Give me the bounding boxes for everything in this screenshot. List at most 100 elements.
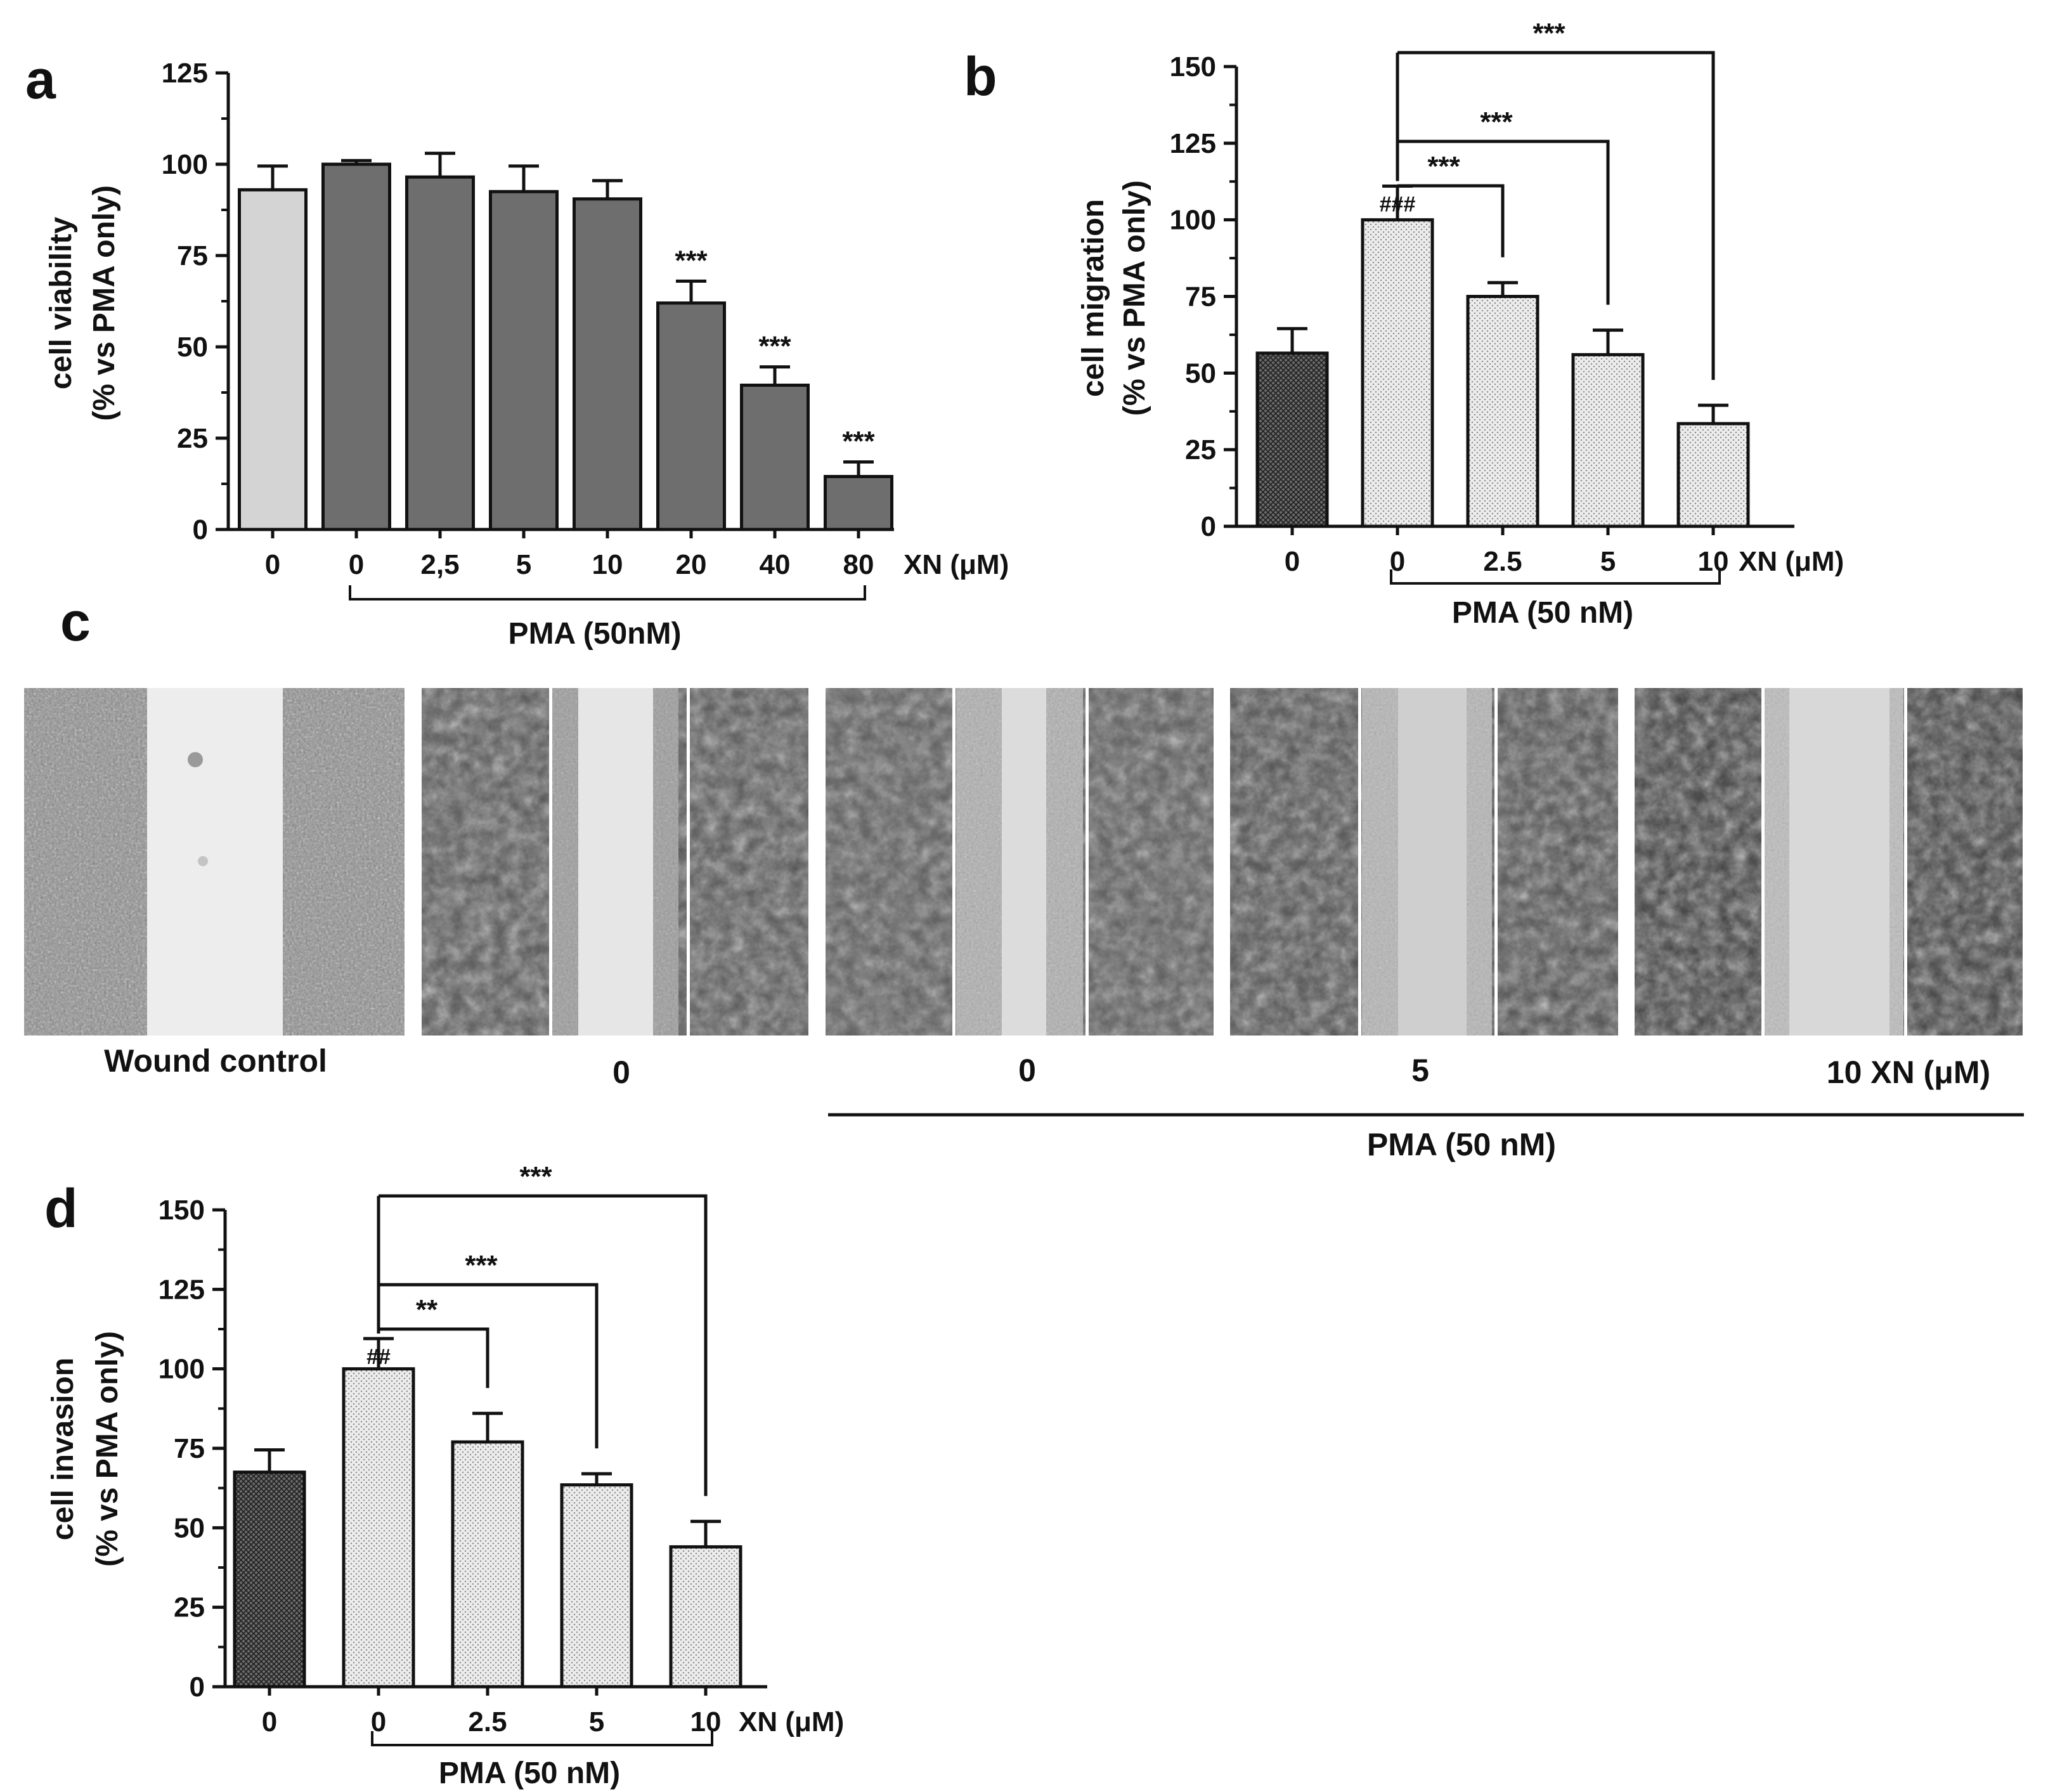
comparison-label: ***: [1480, 107, 1513, 138]
y-tick-label: 0: [190, 1672, 205, 1703]
micrograph-label-xn-0: 0: [1018, 1053, 1036, 1088]
bar: [405, 175, 475, 531]
x-tick-label: 40: [760, 549, 791, 580]
bar: [1255, 351, 1329, 528]
x-tick-label: 5: [589, 1706, 604, 1737]
bar: [824, 474, 893, 531]
bar: [1571, 353, 1645, 528]
panel-label-d: d: [44, 1178, 78, 1239]
x-tick-label: 10: [690, 1706, 722, 1737]
x-tick-label: 10: [1698, 546, 1729, 577]
micrograph-xn-5: [1230, 688, 1618, 1036]
comparison-bracket: [1397, 140, 1610, 305]
y-tick-label: 125: [1170, 128, 1216, 159]
comparison-label: ***: [465, 1250, 498, 1281]
bar: [573, 197, 642, 531]
x-tick-label: 10: [592, 549, 623, 580]
bar: [238, 188, 308, 531]
x-tick-label: 0: [349, 549, 364, 580]
x-unit-label: XN (μM): [1739, 546, 1844, 577]
x-tick-label: 0: [262, 1706, 277, 1737]
bar: [451, 1440, 524, 1689]
x-unit-label: XN (μM): [904, 549, 1009, 580]
comparison-bracket: [1397, 51, 1715, 380]
y-tick-label: 100: [159, 1354, 205, 1385]
group-bracket: [349, 585, 866, 601]
micrograph-label-xn-10: 10 XN (μM): [1827, 1055, 1990, 1090]
panel-label-a: a: [25, 49, 56, 110]
micrograph-xn-0: [826, 688, 1214, 1036]
y-axis-label: cell invasion: [46, 1358, 80, 1540]
y-tick-label: 75: [177, 240, 208, 271]
micrograph-xn-10: [1635, 688, 2023, 1036]
comparison-bracket: [379, 1327, 489, 1388]
x-tick-label: 2.5: [1483, 546, 1522, 577]
group-bracket: [371, 1731, 713, 1746]
y-tick-label: 25: [174, 1592, 205, 1623]
x-tick-label: 20: [676, 549, 707, 580]
micrograph-wound-control: [24, 688, 405, 1036]
significance-label: ***: [842, 425, 875, 457]
y-axis-label: cell viability: [44, 217, 78, 389]
y-tick-label: 25: [1185, 434, 1216, 465]
micrograph-group-label: PMA (50 nM): [1367, 1127, 1556, 1162]
x-tick-label: 0: [265, 549, 280, 580]
x-tick-label: 5: [516, 549, 531, 580]
x-unit-label: XN (μM): [739, 1706, 844, 1737]
significance-label: ***: [758, 331, 791, 362]
group-label: PMA (50nM): [509, 617, 682, 651]
y-axis-label-units: (% vs PMA only): [87, 185, 121, 421]
bar: [489, 190, 559, 531]
micrograph-pma-0: [422, 688, 808, 1036]
bar: [1361, 218, 1434, 528]
bar: [233, 1471, 306, 1689]
y-tick-label: 125: [162, 58, 208, 89]
micrograph-label-wound-control: Wound control: [104, 1043, 327, 1079]
y-tick-label: 100: [1170, 205, 1216, 236]
y-tick-label: 50: [174, 1512, 205, 1543]
y-axis-label-units: (% vs PMA only): [1118, 180, 1151, 416]
y-tick-label: 125: [159, 1274, 205, 1305]
hash-marker: ##: [366, 1345, 391, 1369]
y-tick-label: 75: [174, 1433, 205, 1464]
group-label: PMA (50 nM): [1452, 596, 1633, 630]
y-tick-label: 25: [177, 423, 208, 454]
hash-marker: ###: [1380, 193, 1416, 217]
comparison-label: ***: [1533, 18, 1565, 49]
bar: [669, 1545, 742, 1689]
x-tick-label: 2.5: [468, 1706, 507, 1737]
comparison-label: ***: [1427, 151, 1460, 182]
group-bracket: [1390, 569, 1721, 585]
y-tick-label: 50: [1185, 358, 1216, 389]
group-label: PMA (50 nM): [439, 1756, 620, 1790]
bar: [560, 1483, 633, 1689]
bar: [656, 301, 726, 531]
x-tick-label: 80: [843, 549, 874, 580]
y-tick-label: 150: [159, 1195, 205, 1226]
x-tick-label: 5: [1600, 546, 1616, 577]
panel-label-c: c: [60, 592, 91, 653]
y-axis-label-units: (% vs PMA only): [91, 1331, 124, 1567]
wound-micrographs: Wound control 0 0 5 10 XN (μM) PMA (50 n…: [24, 688, 2024, 1162]
micrograph-label-pma-0: 0: [612, 1055, 630, 1090]
bar: [1466, 295, 1539, 528]
bar: [321, 162, 391, 531]
y-tick-label: 0: [1201, 511, 1216, 542]
y-tick-label: 75: [1185, 282, 1216, 313]
y-tick-label: 150: [1170, 51, 1216, 82]
y-axis-label: cell migration: [1077, 199, 1110, 397]
comparison-label: ***: [519, 1161, 552, 1192]
y-tick-label: 0: [193, 514, 208, 545]
comparison-label: **: [416, 1294, 438, 1325]
x-tick-label: 0: [1285, 546, 1300, 577]
bar: [740, 383, 810, 531]
bar: [1676, 422, 1750, 528]
panel-label-b: b: [964, 46, 997, 107]
comparison-bracket: [1397, 184, 1505, 257]
x-tick-label: 2,5: [420, 549, 459, 580]
micrograph-label-xn-5: 5: [1411, 1053, 1429, 1088]
y-tick-label: 50: [177, 332, 208, 363]
